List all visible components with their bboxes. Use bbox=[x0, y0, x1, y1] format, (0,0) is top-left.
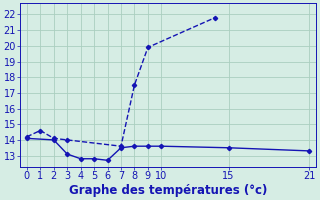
X-axis label: Graphe des températures (°c): Graphe des températures (°c) bbox=[69, 184, 267, 197]
